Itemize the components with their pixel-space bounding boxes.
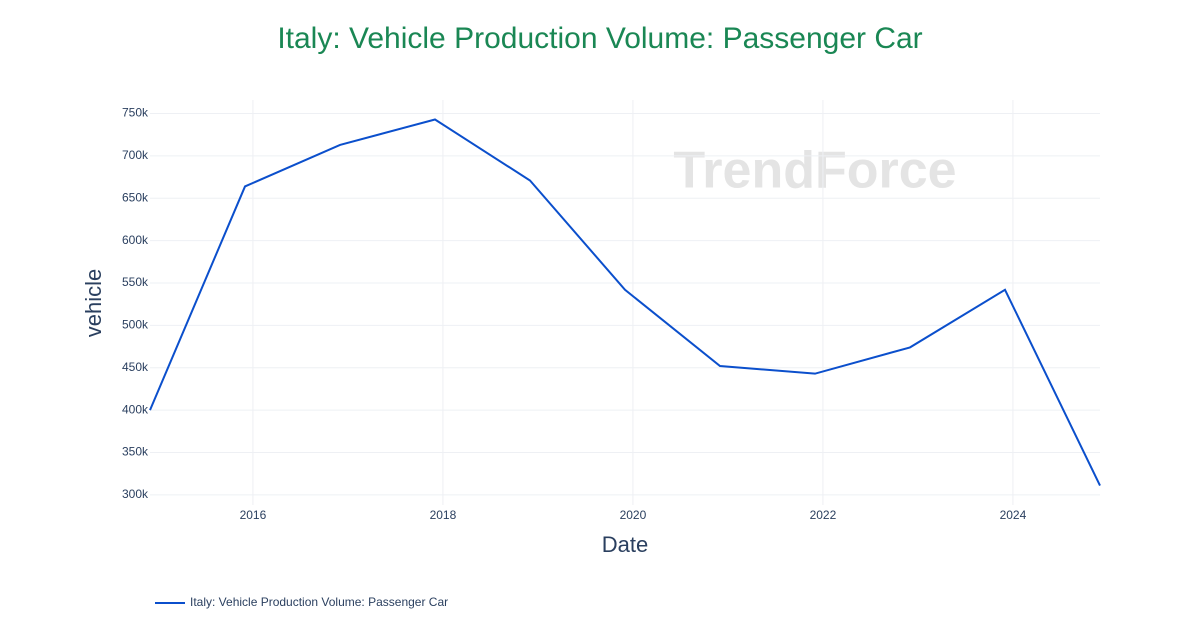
x-tick-label: 2020: [620, 508, 647, 522]
chart-title: Italy: Vehicle Production Volume: Passen…: [277, 22, 922, 55]
y-tick-label: 650k: [122, 190, 149, 204]
y-tick-label: 700k: [122, 148, 149, 162]
x-tick-label: 2024: [1000, 508, 1027, 522]
y-tick-label: 300k: [122, 487, 149, 501]
y-tick-label: 350k: [122, 445, 149, 459]
legend-label: Italy: Vehicle Production Volume: Passen…: [190, 595, 448, 609]
y-tick-label: 550k: [122, 275, 149, 289]
x-axis-title: Date: [602, 532, 648, 557]
line: [149, 118, 1101, 486]
y-tick-label: 750k: [122, 106, 149, 120]
y-axis-title: vehicle: [81, 269, 106, 337]
y-tick-label: 400k: [122, 402, 149, 416]
x-tick-label: 2018: [430, 508, 457, 522]
watermark: TrendForce: [673, 142, 956, 200]
y-tick-label: 600k: [122, 233, 149, 247]
x-tick-label: 2016: [240, 508, 267, 522]
y-tick-label: 500k: [122, 318, 149, 332]
y-tick-label: 450k: [122, 360, 149, 374]
x-tick-label: 2022: [810, 508, 837, 522]
